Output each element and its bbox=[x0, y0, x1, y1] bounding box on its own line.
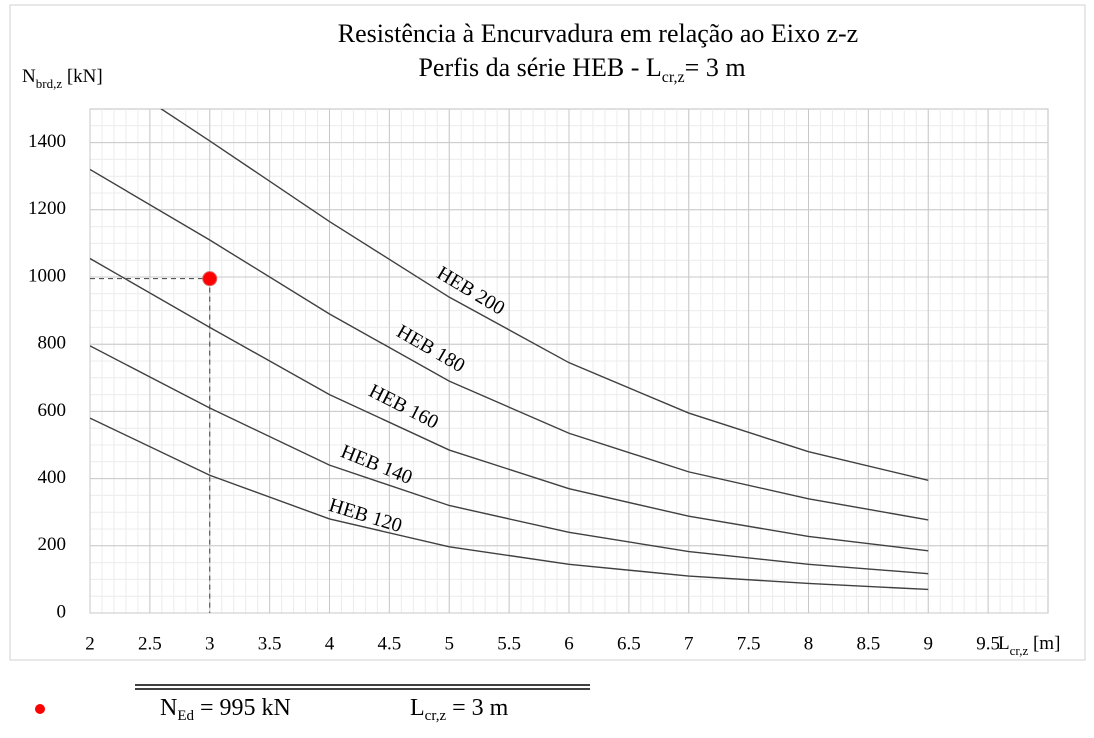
label-part: [m] bbox=[1028, 633, 1060, 654]
data-point bbox=[202, 271, 218, 287]
y-tick-label: 600 bbox=[38, 400, 67, 421]
legend-marker bbox=[35, 704, 45, 714]
series-line bbox=[90, 345, 929, 575]
x-tick-label: 8.5 bbox=[857, 633, 881, 654]
x-tick-label: 4.5 bbox=[378, 633, 402, 654]
legend-text: Lcr,z = 3 m bbox=[410, 695, 509, 725]
y-tick-label: 1200 bbox=[28, 198, 66, 219]
chart-subtitle: Perfis da série HEB - Lcr,z= 3 m bbox=[418, 53, 745, 86]
x-tick-label: 6.5 bbox=[617, 633, 641, 654]
x-tick-label: 3.5 bbox=[258, 633, 282, 654]
x-tick-label: 5 bbox=[445, 633, 455, 654]
legend-sub: cr,z bbox=[425, 708, 447, 724]
x-tick-label: 4 bbox=[325, 633, 335, 654]
label-part: N bbox=[22, 66, 36, 87]
x-tick-label: 3 bbox=[205, 633, 215, 654]
chart-title: Resistência à Encurvadura em relação ao … bbox=[338, 19, 858, 48]
legend-part: = 995 kN bbox=[194, 695, 291, 721]
x-tick-label: 7.5 bbox=[737, 633, 761, 654]
y-tick-label: 400 bbox=[38, 467, 67, 488]
legend-part: = 3 m bbox=[446, 695, 509, 721]
label-part: [kN] bbox=[62, 66, 103, 87]
x-tick-label: 5.5 bbox=[497, 633, 521, 654]
series-line bbox=[90, 417, 929, 591]
legend-part: N bbox=[160, 695, 177, 721]
legend-text: NEd = 995 kN bbox=[160, 695, 291, 725]
y-tick-label: 800 bbox=[38, 333, 67, 354]
x-tick-label: 6 bbox=[564, 633, 574, 654]
x-tick-label: 2.5 bbox=[138, 633, 162, 654]
y-tick-label: 0 bbox=[57, 601, 67, 622]
y-tick-label: 1400 bbox=[28, 131, 66, 152]
series-line bbox=[90, 168, 929, 521]
series-line bbox=[90, 257, 929, 552]
series-line bbox=[160, 109, 929, 481]
x-axis-label: Lcr,z [m] bbox=[998, 633, 1060, 658]
grid bbox=[89, 108, 1049, 614]
subtitle-part: Perfis da série HEB - L bbox=[418, 53, 661, 82]
subtitle-part: = 3 m bbox=[685, 53, 746, 82]
y-tick-label: 1000 bbox=[28, 265, 66, 286]
label-sub: brd,z bbox=[36, 76, 63, 91]
x-tick-label: 9 bbox=[924, 633, 934, 654]
y-tick-label: 200 bbox=[38, 534, 67, 555]
label-part: L bbox=[998, 633, 1010, 654]
x-tick-label: 7 bbox=[684, 633, 694, 654]
subtitle-sub: cr,z bbox=[662, 69, 685, 86]
x-tick-label: 9.5 bbox=[976, 633, 1000, 654]
x-tick-label: 8 bbox=[804, 633, 814, 654]
y-axis-label: Nbrd,z [kN] bbox=[22, 66, 103, 91]
legend-sub: Ed bbox=[177, 708, 194, 724]
x-tick-label: 2 bbox=[85, 633, 95, 654]
label-sub: cr,z bbox=[1010, 643, 1029, 658]
legend-part: L bbox=[410, 695, 425, 721]
